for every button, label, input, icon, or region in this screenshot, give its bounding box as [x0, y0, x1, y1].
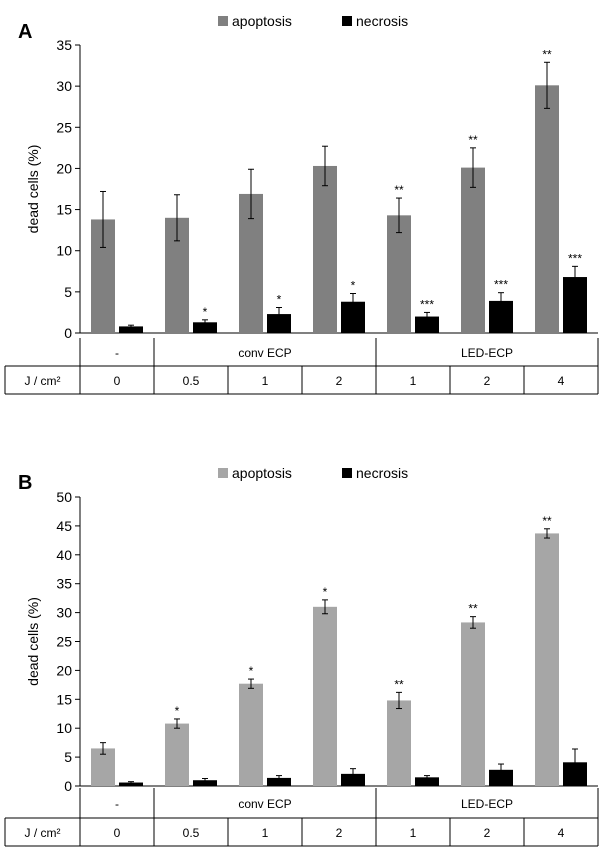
y-tick-label: 35: [56, 576, 72, 592]
significance-label: ***: [420, 297, 434, 311]
y-tick-label: 45: [56, 518, 72, 534]
bar-necrosis: [489, 769, 513, 786]
bar-apoptosis: [239, 683, 263, 786]
row-label: J / cm²: [25, 374, 61, 388]
significance-label: ***: [568, 251, 582, 265]
panel-label: A: [18, 21, 32, 43]
significance-label: **: [542, 514, 552, 528]
y-axis-title: dead cells (%): [25, 145, 41, 234]
y-tick-label: 40: [56, 547, 72, 563]
bar-apoptosis: [387, 700, 411, 786]
legend-label-apoptosis: apoptosis: [232, 13, 292, 29]
significance-label: **: [394, 677, 404, 691]
y-tick-label: 10: [56, 720, 72, 736]
y-tick-label: 30: [56, 605, 72, 621]
x-category-label: 2: [336, 826, 343, 840]
y-tick-label: 0: [64, 778, 72, 794]
y-axis-title: dead cells (%): [25, 597, 41, 686]
bar-necrosis: [193, 780, 217, 786]
legend-label-necrosis: necrosis: [356, 13, 408, 29]
y-tick-label: 0: [64, 325, 72, 341]
x-category-label: 1: [410, 374, 417, 388]
significance-label: ***: [494, 278, 508, 292]
bar-apoptosis: [535, 533, 559, 786]
x-category-label: 1: [262, 826, 269, 840]
x-category-label: 0.5: [183, 826, 200, 840]
x-category-label: 2: [484, 826, 491, 840]
significance-label: *: [277, 292, 282, 306]
significance-label: *: [351, 279, 356, 293]
y-tick-label: 50: [56, 489, 72, 505]
bar-necrosis: [193, 322, 217, 333]
y-tick-label: 15: [56, 202, 72, 218]
group-label: -: [115, 346, 119, 360]
legend-label-necrosis: necrosis: [356, 465, 408, 481]
x-category-label: 4: [558, 826, 565, 840]
significance-label: **: [542, 47, 552, 61]
bar-apoptosis: [461, 622, 485, 786]
group-label: -: [115, 797, 119, 811]
group-label: conv ECP: [238, 797, 291, 811]
x-category-label: 0: [114, 374, 121, 388]
y-tick-label: 25: [56, 634, 72, 650]
bar-necrosis: [267, 777, 291, 786]
x-category-label: 0.5: [183, 374, 200, 388]
group-label: LED-ECP: [461, 346, 513, 360]
y-tick-label: 10: [56, 243, 72, 259]
y-tick-label: 20: [56, 662, 72, 678]
legend-swatch-necrosis: [342, 468, 352, 478]
significance-label: **: [468, 602, 478, 616]
significance-label: **: [468, 133, 478, 147]
y-tick-label: 5: [64, 284, 72, 300]
significance-label: *: [203, 305, 208, 319]
bar-apoptosis: [535, 85, 559, 333]
significance-label: **: [394, 183, 404, 197]
y-tick-label: 20: [56, 160, 72, 176]
group-label: LED-ECP: [461, 797, 513, 811]
bar-necrosis: [119, 326, 143, 333]
significance-label: *: [249, 664, 254, 678]
y-tick-label: 30: [56, 78, 72, 94]
bar-necrosis: [267, 314, 291, 333]
y-tick-label: 5: [64, 749, 72, 765]
y-tick-label: 15: [56, 691, 72, 707]
x-category-label: 4: [558, 374, 565, 388]
legend-swatch-apoptosis: [218, 468, 228, 478]
bar-apoptosis: [313, 606, 337, 786]
x-category-label: 2: [484, 374, 491, 388]
x-category-label: 1: [262, 374, 269, 388]
significance-label: *: [323, 585, 328, 599]
row-label: J / cm²: [25, 826, 61, 840]
bar-apoptosis: [461, 167, 485, 333]
legend-label-apoptosis: apoptosis: [232, 465, 292, 481]
bar-necrosis: [341, 773, 365, 786]
x-category-label: 1: [410, 826, 417, 840]
legend-swatch-necrosis: [342, 16, 352, 26]
group-label: conv ECP: [238, 346, 291, 360]
bar-necrosis: [415, 777, 439, 786]
y-tick-label: 25: [56, 119, 72, 135]
panel-label: B: [18, 472, 32, 494]
bar-apoptosis: [313, 165, 337, 333]
x-category-label: 2: [336, 374, 343, 388]
legend-swatch-apoptosis: [218, 16, 228, 26]
x-category-label: 0: [114, 826, 121, 840]
bar-necrosis: [119, 782, 143, 786]
bar-apoptosis: [165, 723, 189, 786]
bar-necrosis: [415, 316, 439, 333]
significance-label: *: [175, 704, 180, 718]
bar-apoptosis: [387, 215, 411, 333]
y-tick-label: 35: [56, 37, 72, 53]
